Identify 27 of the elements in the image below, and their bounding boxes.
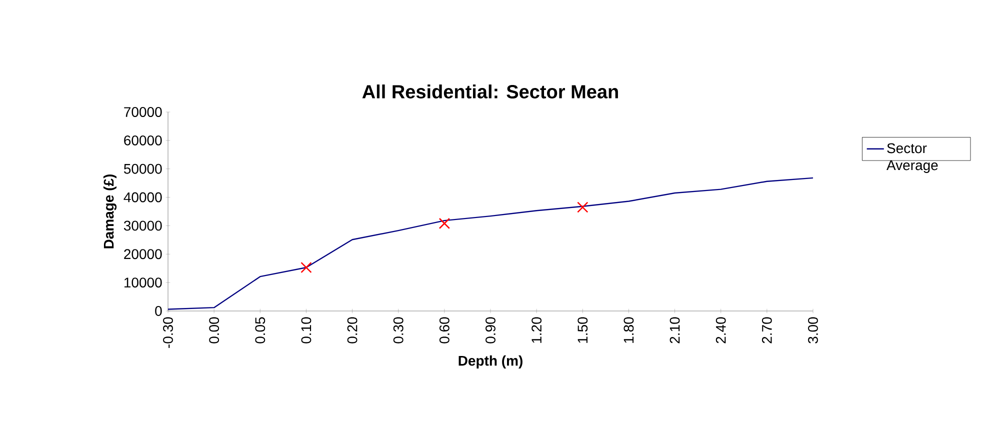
y-tick-label: 50000	[124, 164, 162, 174]
x-tick-label: -0.30	[163, 317, 173, 348]
x-tick-label: 0.90	[486, 317, 496, 344]
y-tick-label: 10000	[124, 278, 162, 288]
y-axis-title: Damage (£)	[103, 174, 117, 248]
x-tick-label: 2.40	[716, 317, 726, 344]
x-tick-label: 3.00	[808, 317, 818, 344]
legend-label: Sector Average	[886, 143, 938, 173]
x-tick-label: 2.70	[762, 317, 772, 344]
x-axis-title: Depth (m)	[458, 355, 522, 368]
x-tick-label: 1.20	[532, 317, 542, 343]
y-tick-label: 60000	[124, 135, 162, 146]
y-tick-label: 30000	[124, 220, 162, 231]
x-tick-label: 0.00	[209, 317, 220, 344]
y-tick-label: 40000	[124, 192, 162, 202]
x-tick-label: 0.30	[393, 317, 404, 344]
x-tick-label: 0.10	[301, 317, 312, 344]
x-tick-label: 1.80	[624, 317, 634, 343]
y-tick-label: 70000	[124, 107, 162, 117]
x-tick-label: 0.20	[347, 317, 358, 344]
x-tick-label: 1.50	[578, 317, 588, 343]
chart-title: All Residential: Sector Mean	[362, 84, 618, 98]
y-tick-label: 20000	[124, 249, 162, 260]
y-tick-label: 0	[155, 306, 162, 316]
x-tick-label: 0.60	[439, 317, 450, 344]
x-tick-label: 0.05	[255, 317, 266, 344]
x-tick-label: 2.10	[670, 317, 680, 344]
